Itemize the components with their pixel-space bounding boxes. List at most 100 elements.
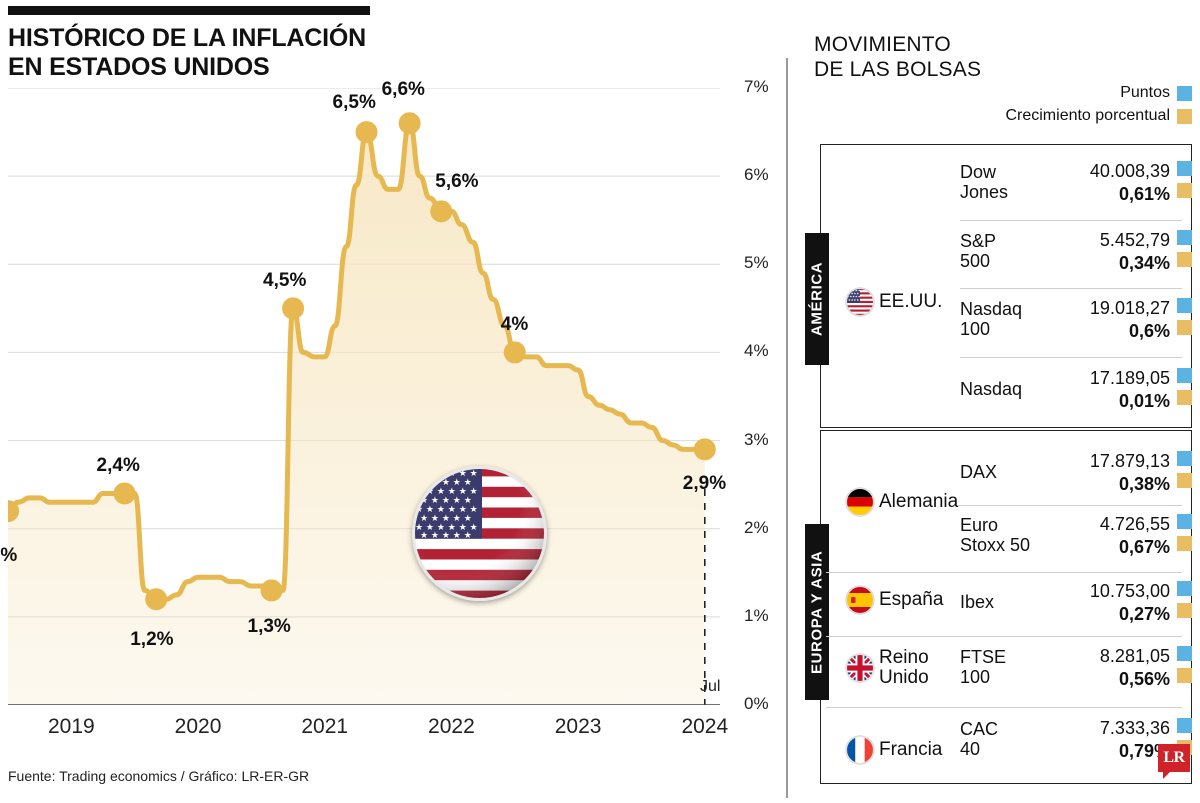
country-label: Francia xyxy=(879,739,943,761)
gold-swatch-icon xyxy=(1177,251,1192,267)
markets-title-line2: DE LAS BOLSAS xyxy=(814,58,982,82)
title-rule xyxy=(8,6,370,15)
y-axis-tick-label: 5% xyxy=(744,253,769,273)
x-axis-tick-label: 2022 xyxy=(428,715,475,738)
country-alemania: Alemania xyxy=(846,488,958,516)
page-title-line1: HISTÓRICO DE LA INFLACIÓN xyxy=(8,24,366,52)
row-separator xyxy=(958,505,1182,507)
index-percent: 0,56% xyxy=(1118,668,1170,689)
country-reino-unido: Reino Unido xyxy=(846,648,929,688)
data-label: 5,6% xyxy=(435,171,479,193)
index-points: 17.189,05 xyxy=(1089,368,1170,388)
legend-label-growth: Crecimiento porcentual xyxy=(1005,107,1170,124)
index-row-nasdaq[interactable]: Nasdaq 17.189,05 0,01% xyxy=(960,367,1193,412)
index-percent: 0,34% xyxy=(1118,252,1170,273)
blue-swatch-icon xyxy=(1177,645,1192,661)
index-percent: 0,27% xyxy=(1118,603,1170,624)
index-points: 10.753,00 xyxy=(1089,581,1170,601)
index-row-cac-40[interactable]: CAC 40 7.333,36 0,79% xyxy=(960,717,1193,762)
index-swatches xyxy=(1177,645,1193,690)
inflation-chart-panel: HISTÓRICO DE LA INFLACIÓN EN ESTADOS UNI… xyxy=(0,6,769,784)
x-axis-tick-label: 2020 xyxy=(174,715,222,738)
country-ee-uu: ★★★★★ ★★★★ ★★★★★ ★★★★ EE.UU. xyxy=(846,288,942,316)
page-title: HISTÓRICO DE LA INFLACIÓN EN ESTADOS UNI… xyxy=(8,24,478,81)
index-swatches xyxy=(1177,297,1193,342)
country-label: Reino Unido xyxy=(879,647,929,688)
country-label: España xyxy=(879,589,944,611)
data-label: 1,3% xyxy=(247,616,291,638)
region-tab-america: AMÉRICA xyxy=(805,233,829,365)
data-label: 2,9% xyxy=(682,473,727,495)
index-swatches xyxy=(1177,580,1193,625)
index-swatches xyxy=(1177,367,1193,412)
index-points: 8.281,05 xyxy=(1099,646,1170,666)
country-francia: Francia xyxy=(846,736,942,764)
index-row-ibex[interactable]: Ibex 10.753,00 0,27% xyxy=(960,580,1193,625)
y-axis-tick-label: 4% xyxy=(744,341,769,361)
stock-markets-panel: MOVIMIENTO DE LAS BOLSAS Puntos Crecimie… xyxy=(800,0,1200,803)
index-name: CAC 40 xyxy=(960,719,999,759)
x-axis-tick-label: 2021 xyxy=(301,715,349,738)
index-points: 19.018,27 xyxy=(1089,298,1170,318)
index-percent: 0,01% xyxy=(1118,390,1170,411)
row-separator xyxy=(960,220,1182,222)
gold-swatch-icon xyxy=(1177,667,1192,683)
index-swatches xyxy=(1177,160,1193,205)
data-label: 2,4% xyxy=(96,455,140,477)
index-name: Nasdaq xyxy=(960,378,1023,399)
country-espana: España xyxy=(846,586,943,614)
row-separator xyxy=(960,357,1182,359)
data-label: 6,5% xyxy=(332,92,376,114)
inflation-area-chart: 2,2% 2,4% 1,2% 1,3% 4,5% 6,5%6,6% 5,6% 4% 2,9% xyxy=(0,79,726,705)
chart-svg xyxy=(8,88,720,705)
legend-item-growth: Crecimiento porcentual xyxy=(1005,107,1192,125)
gold-swatch-icon xyxy=(1177,182,1192,198)
lr-logo-box: LR xyxy=(1158,744,1190,772)
row-separator xyxy=(826,572,1182,574)
lr-logo-text: LR xyxy=(1163,749,1185,766)
germany-flag-circle-icon xyxy=(846,488,874,516)
x-axis-tick-label: 2024 xyxy=(681,715,729,738)
index-name: Dow Jones xyxy=(960,162,1009,202)
gold-swatch-icon xyxy=(1177,108,1192,124)
index-row-ftse-100[interactable]: FTSE 100 8.281,05 0,56% xyxy=(960,645,1193,690)
x-axis-tick-label: 2019 xyxy=(47,715,95,738)
markets-title-line1: MOVIMIENTO xyxy=(814,33,951,56)
index-row-dow-jones[interactable]: Dow Jones 40.008,39 0,61% xyxy=(960,160,1193,205)
index-swatches xyxy=(1177,450,1193,495)
x-axis-tick-label: 2023 xyxy=(554,715,602,738)
panel-divider xyxy=(786,58,788,798)
source-credit: Fuente: Trading economics / Gráfico: LR-… xyxy=(8,768,310,784)
spain-flag-circle-icon xyxy=(846,586,874,614)
index-row-nasdaq-100[interactable]: Nasdaq 100 19.018,27 0,6% xyxy=(960,297,1193,342)
row-separator xyxy=(826,707,1182,709)
index-row-sp-500[interactable]: S&P 500 5.452,79 0,34% xyxy=(960,229,1193,274)
row-separator xyxy=(960,288,1182,290)
legend-label-points: Puntos xyxy=(1120,84,1170,101)
y-axis-tick-label: 2% xyxy=(744,517,769,537)
markets-title: MOVIMIENTO DE LAS BOLSAS xyxy=(814,32,1114,82)
y-axis-tick-label: 6% xyxy=(744,165,769,185)
index-name: Ibex xyxy=(960,591,995,612)
svg-text:★★★★★: ★★★★★ xyxy=(847,295,861,299)
gold-swatch-icon xyxy=(1177,602,1192,618)
markets-legend: Puntos Crecimiento porcentual xyxy=(1005,84,1192,130)
index-row-euro-stoxx-50[interactable]: Euro Stoxx 50 4.726,55 0,67% xyxy=(960,513,1193,558)
blue-swatch-icon xyxy=(1177,580,1192,596)
index-row-dax[interactable]: DAX 17.879,13 0,38% xyxy=(960,450,1193,495)
index-name: DAX xyxy=(960,461,998,482)
svg-text:★★★★: ★★★★ xyxy=(848,298,859,302)
gold-swatch-icon xyxy=(1177,472,1192,488)
blue-swatch-icon xyxy=(1177,717,1192,733)
index-percent: 0,61% xyxy=(1118,183,1170,204)
blue-swatch-icon xyxy=(1177,85,1192,101)
index-percent: 0,79% xyxy=(1118,740,1170,761)
index-percent: 0,67% xyxy=(1118,536,1170,557)
uk-flag-circle-icon xyxy=(846,654,874,682)
index-points: 7.333,36 xyxy=(1099,718,1170,738)
page-title-line2: EN ESTADOS UNIDOS xyxy=(8,52,270,81)
blue-swatch-icon xyxy=(1177,297,1192,313)
svg-text:★★★★: ★★★★ xyxy=(848,292,859,296)
country-label: EE.UU. xyxy=(879,291,943,313)
y-axis-tick-label: 7% xyxy=(744,77,769,96)
